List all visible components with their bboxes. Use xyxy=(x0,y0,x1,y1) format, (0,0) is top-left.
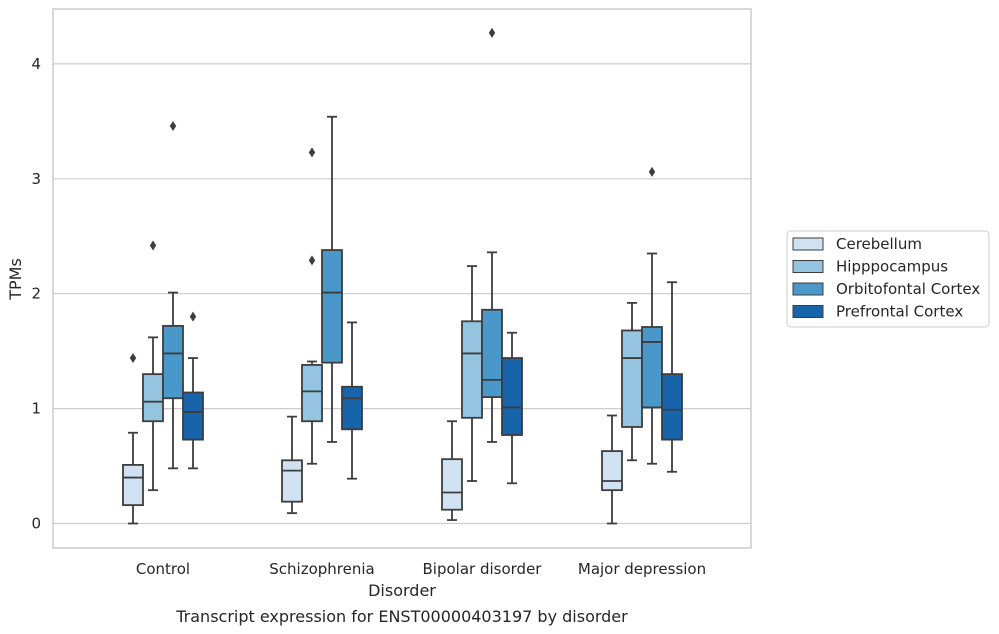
box-body xyxy=(441,458,463,511)
box-body xyxy=(162,324,184,400)
box-hipppocampus xyxy=(301,147,323,465)
box-body xyxy=(641,326,663,409)
x-tick-label: Major depression xyxy=(578,560,706,578)
outlier-point xyxy=(308,147,316,158)
x-tick-label: Bipolar disorder xyxy=(423,560,543,578)
plot-frame xyxy=(52,8,752,549)
box-body xyxy=(142,373,164,423)
y-tick-label: 3 xyxy=(31,170,41,188)
legend-frame xyxy=(786,230,990,328)
box-body xyxy=(621,329,643,428)
outlier-point xyxy=(189,311,197,322)
box-body xyxy=(661,373,683,441)
legend: Cerebellum Hipppocampus Orbitofontal Corte… xyxy=(786,230,990,328)
legend-label: Cerebellum xyxy=(836,235,922,253)
box-cerebellum xyxy=(601,414,623,525)
box-prefrontal-cortex xyxy=(341,321,363,480)
x-tick-labels: Control Schizophrenia Bipolar disorder Majo… xyxy=(136,560,706,578)
legend-swatch xyxy=(792,305,824,318)
legend-swatch xyxy=(792,260,824,273)
y-tick-label: 2 xyxy=(31,285,41,303)
outlier-point xyxy=(308,255,316,266)
y-tick-label: 1 xyxy=(31,400,41,418)
box-body xyxy=(601,450,623,492)
x-tick-label: Control xyxy=(136,560,190,578)
box-cerebellum xyxy=(441,420,463,521)
box-cerebellum xyxy=(281,415,303,515)
legend-label: Orbitofontal Cortex xyxy=(836,280,980,298)
box-body xyxy=(281,459,303,503)
box-body xyxy=(461,320,483,419)
outlier-point xyxy=(488,27,496,38)
box-body xyxy=(481,308,503,399)
box-body xyxy=(301,364,323,423)
legend-swatch xyxy=(792,237,824,251)
box-series xyxy=(122,27,683,525)
y-tick-labels: 0 1 2 3 4 xyxy=(31,55,41,533)
box-body xyxy=(321,249,343,364)
box-prefrontal-cortex xyxy=(501,331,523,485)
outlier-point xyxy=(129,353,137,364)
box-body xyxy=(122,464,144,507)
box-prefrontal-cortex xyxy=(661,281,683,473)
y-axis-label: TPMs xyxy=(6,258,25,301)
box-orbitofontal-cortex xyxy=(481,27,503,443)
box-prefrontal-cortex xyxy=(182,311,204,470)
box-body xyxy=(182,391,204,441)
y-tick-label: 4 xyxy=(31,55,41,73)
x-axis-label: Disorder xyxy=(368,581,436,600)
box-body xyxy=(341,385,363,431)
y-tick-label: 0 xyxy=(31,515,41,533)
box-orbitofontal-cortex xyxy=(162,120,184,470)
plot-background xyxy=(53,9,751,548)
outlier-point xyxy=(169,120,177,131)
box-orbitofontal-cortex xyxy=(321,115,343,443)
outlier-point xyxy=(648,166,656,177)
x-tick-label: Schizophrenia xyxy=(269,560,374,578)
outlier-point xyxy=(149,240,157,251)
box-cerebellum xyxy=(122,353,144,525)
legend-label: Hipppocampus xyxy=(836,258,948,276)
chart-caption: Transcript expression for ENST0000040319… xyxy=(175,607,628,626)
legend-label: Prefrontal Cortex xyxy=(836,303,963,321)
legend-swatch xyxy=(792,282,824,296)
box-hipppocampus xyxy=(142,240,164,492)
box-orbitofontal-cortex xyxy=(641,166,663,465)
box-body xyxy=(501,357,523,436)
